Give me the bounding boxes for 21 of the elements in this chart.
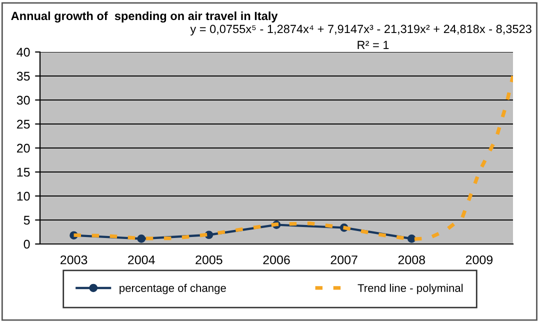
y-tick-label: 15 bbox=[17, 168, 30, 177]
y-tick-label: 25 bbox=[17, 120, 30, 129]
y-tick-label: 40 bbox=[16, 48, 30, 57]
text: y = 0,0755x⁵ - 1,2874x⁴ + 7,9147x³ - 21,319x² + 24,818x - 8,3523 bbox=[190, 24, 532, 36]
legend-label: Trend line - polyminal bbox=[358, 284, 463, 294]
x-tick-label: 2004 bbox=[128, 255, 155, 264]
x-tick-label: 2009 bbox=[466, 255, 493, 264]
y-tick-label: 30 bbox=[16, 96, 30, 105]
text: R² = 1 bbox=[358, 40, 389, 50]
x-tick-label: 2007 bbox=[330, 255, 358, 264]
x-tick-label: 2006 bbox=[263, 255, 290, 264]
x-tick-label: 2005 bbox=[196, 255, 222, 264]
y-tick-label: 0 bbox=[24, 240, 30, 249]
y-tick-label: 35 bbox=[16, 72, 30, 81]
legend-label: percentage of change bbox=[120, 284, 226, 294]
x-tick-label: 2008 bbox=[398, 255, 426, 264]
y-tick-label: 10 bbox=[17, 192, 30, 201]
x-tick-label: 2003 bbox=[60, 255, 88, 264]
y-tick-label: 20 bbox=[17, 144, 30, 153]
y-tick-label: 5 bbox=[24, 216, 30, 225]
chart-title: Annual growth of spending on air travel in Italy bbox=[11, 11, 278, 23]
